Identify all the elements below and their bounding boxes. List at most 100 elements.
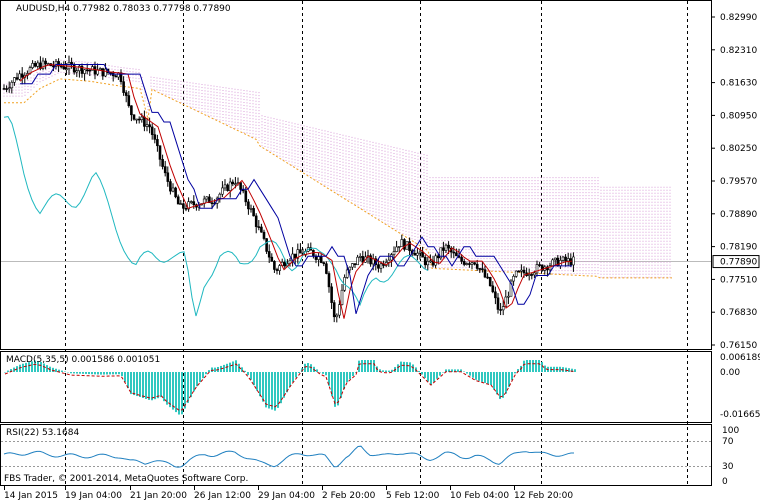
candle-body	[5, 88, 8, 90]
macd-bar	[328, 372, 330, 386]
candle-body	[135, 118, 138, 121]
candle-body	[257, 226, 261, 228]
candle-body	[561, 256, 565, 261]
candle-body	[150, 126, 154, 135]
candle-body	[436, 255, 440, 259]
ichimoku-cloud	[3, 59, 672, 279]
candle-body	[509, 280, 513, 297]
macd-bar	[355, 372, 357, 373]
candle-body	[62, 66, 66, 70]
candle-body	[392, 251, 396, 255]
macd-bar	[418, 370, 420, 372]
candle-body	[491, 285, 495, 293]
macd-bar	[172, 372, 174, 410]
macd-bar	[316, 369, 318, 372]
macd-bar	[493, 372, 495, 390]
candle-body	[267, 251, 271, 258]
rsi-line	[3, 445, 574, 468]
macd-bar	[151, 372, 153, 401]
candle-body	[88, 69, 92, 72]
axes: 0.82990 0.82310 0.81630 0.80950 0.80250 0.795…	[4, 13, 760, 501]
candle-body	[137, 118, 141, 121]
kijun-line	[20, 64, 572, 314]
candle-body	[228, 181, 232, 191]
macd-bar	[475, 372, 477, 380]
candle-body	[169, 181, 172, 192]
macd-bar	[133, 372, 135, 396]
candle-body	[293, 253, 297, 259]
candle-body	[13, 77, 16, 83]
candle-body	[158, 145, 162, 160]
candle-body	[501, 306, 505, 311]
candle-body	[572, 256, 575, 266]
macd-bar	[322, 372, 324, 374]
macd-bar	[382, 370, 384, 372]
candle-body	[413, 253, 417, 256]
candle-body	[325, 263, 328, 274]
candle-body	[163, 166, 167, 174]
macd-bar	[262, 372, 264, 402]
candle-body	[145, 124, 149, 127]
candle-body	[330, 286, 333, 303]
macd-bar	[259, 372, 261, 397]
candle-body	[140, 116, 144, 120]
macd-bar	[385, 370, 387, 372]
macd-bar	[223, 364, 225, 372]
candle-body	[455, 252, 458, 257]
candle-body	[533, 272, 536, 276]
macd-bar	[388, 370, 390, 372]
macd-bar	[238, 363, 240, 372]
candle-body	[104, 68, 107, 77]
high-value: 0.78033	[113, 4, 151, 14]
macd-bar	[295, 372, 297, 378]
chart-header: AUDUSD,H4 0.77982 0.78033 0.77798 0.7789…	[16, 4, 231, 14]
candle-body	[527, 274, 531, 276]
macd-bar	[169, 372, 171, 408]
price-tick-label: 0.81630	[720, 79, 757, 89]
macd-bar	[184, 372, 186, 409]
symbol-label: AUDUSD,H4	[16, 4, 71, 14]
macd-bar	[130, 372, 132, 395]
macd-bar	[271, 372, 273, 410]
macd-bar	[100, 372, 102, 375]
price-tick-label: 0.82310	[720, 46, 757, 56]
macd-bar	[118, 372, 120, 375]
candle-body	[254, 215, 258, 227]
candle-body	[273, 261, 276, 270]
macd-bar	[298, 372, 300, 373]
macd-bar	[37, 361, 39, 372]
candle-body	[514, 270, 518, 277]
candle-body	[2, 88, 6, 90]
current-price-box	[712, 255, 760, 269]
macd-bar	[274, 372, 276, 411]
price-tick-label: 0.80950	[720, 111, 757, 121]
macd-bar	[535, 360, 537, 372]
candle-body	[356, 256, 359, 266]
macd-bar	[553, 366, 555, 372]
candle-body	[395, 246, 398, 252]
candle-body	[72, 64, 76, 73]
price-tick-label: 0.76830	[720, 308, 757, 318]
candle-body	[488, 276, 492, 287]
candle-body	[444, 244, 448, 251]
macd-bar	[490, 372, 492, 385]
candle-body	[83, 69, 86, 74]
candle-body	[91, 66, 94, 71]
cloud-lower-edge	[4, 78, 672, 279]
candle-body	[548, 265, 552, 271]
candle-body	[530, 274, 534, 276]
candle-body	[153, 134, 157, 140]
candle-body	[143, 116, 146, 127]
candle-body	[400, 239, 404, 247]
macd-bar	[277, 372, 279, 408]
macd-bar	[430, 372, 432, 385]
macd-bar	[436, 372, 438, 379]
candle-body	[538, 264, 541, 266]
macd-bar	[289, 372, 291, 387]
candle-body	[7, 87, 11, 90]
macd-bar	[205, 372, 207, 375]
macd-bar	[214, 367, 216, 372]
macd-tick-label: 0.00	[720, 368, 740, 378]
